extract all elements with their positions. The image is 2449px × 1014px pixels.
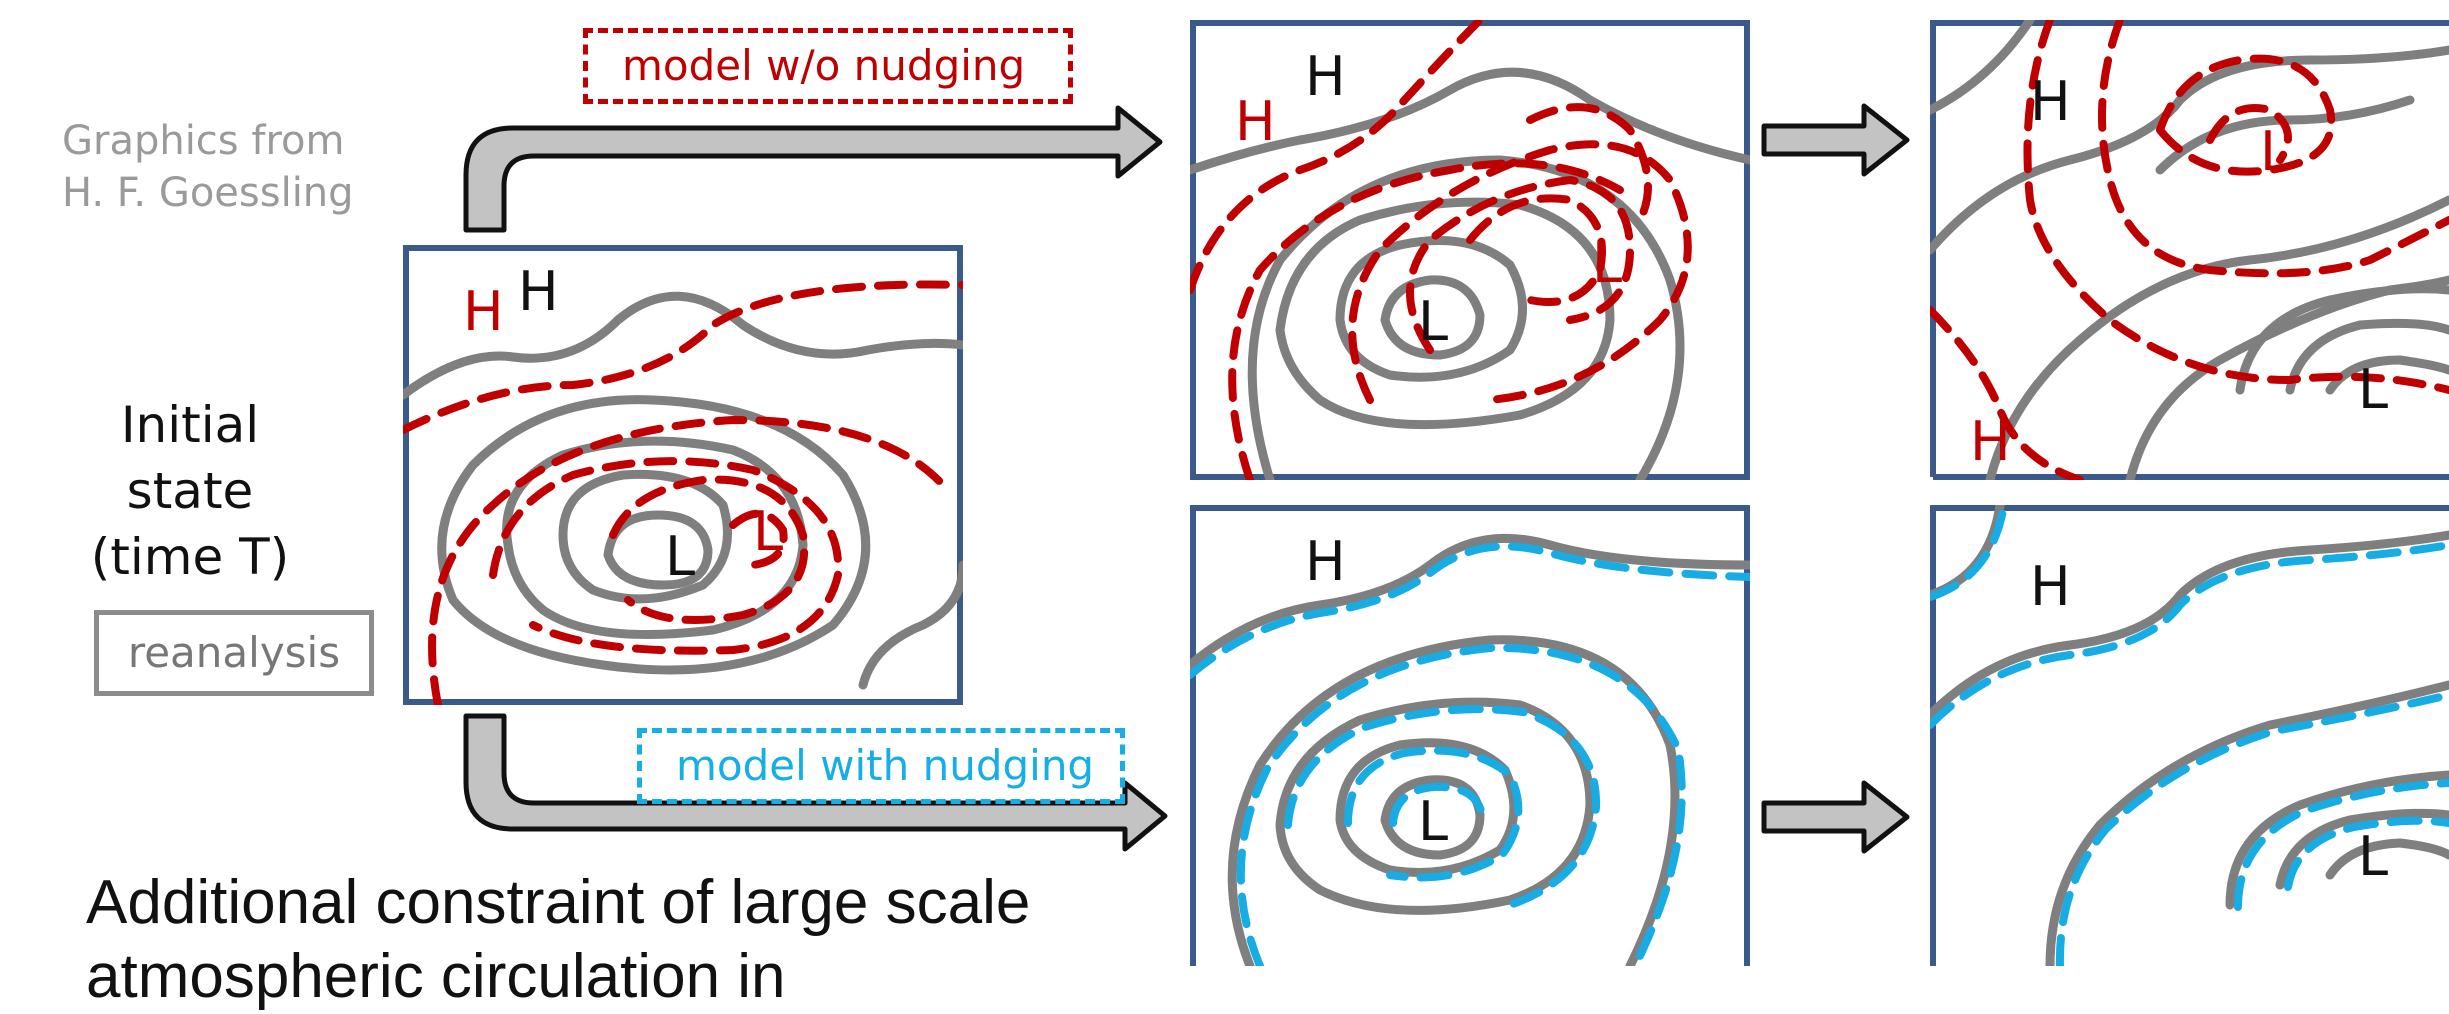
tag-model-without-nudging: model w/o nudging xyxy=(583,28,1073,104)
credit-line-1: Graphics from xyxy=(62,118,345,164)
right-arrow-icon xyxy=(1761,780,1910,854)
high-pressure-label: H xyxy=(2030,555,2071,618)
legend-reanalysis: reanalysis xyxy=(94,610,374,696)
credit-line-2: H. F. Goessling xyxy=(62,170,354,216)
tag-model-with-nudging: model with nudging xyxy=(637,728,1125,804)
low-pressure-label: L xyxy=(2358,825,2388,888)
low-pressure-label: L xyxy=(1418,790,1448,853)
low-pressure-label-model: L xyxy=(1592,232,1622,295)
initial-state-line-1: Initial state xyxy=(120,396,260,520)
panel-with-nudging-step-1: H L xyxy=(1190,505,1750,966)
image-credit: Graphics from H. F. Goessling xyxy=(62,115,362,219)
high-pressure-label-model: H xyxy=(1235,90,1276,153)
caption-line-2: atmospheric circulation in xyxy=(86,942,786,1011)
initial-state-label: Initial state (time T) xyxy=(55,392,325,590)
high-pressure-label-model: H xyxy=(463,280,504,343)
panel-with-nudging-step-2: H L xyxy=(1930,505,2449,966)
panel-without-nudging-step-1: H H L L xyxy=(1190,20,1750,480)
panel-without-nudging-step-2: H L L H xyxy=(1930,20,2449,480)
low-pressure-label-model: L xyxy=(2260,120,2290,183)
right-arrow-icon xyxy=(463,105,1163,233)
caption: Additional constraint of large scale atm… xyxy=(86,866,1206,1014)
right-arrow-icon xyxy=(463,713,1168,852)
panel-initial-state: H H L L xyxy=(403,245,963,705)
high-pressure-label: H xyxy=(1305,530,1346,593)
initial-state-line-2: (time T) xyxy=(90,528,290,586)
low-pressure-label: L xyxy=(2358,358,2388,421)
high-pressure-label-model: H xyxy=(1970,410,2011,473)
arrow-connectors xyxy=(463,103,1910,854)
high-pressure-label: H xyxy=(1305,45,1346,108)
low-pressure-label: L xyxy=(665,525,695,588)
high-pressure-label: H xyxy=(2030,70,2071,133)
right-arrow-icon xyxy=(1761,103,1910,177)
caption-line-1: Additional constraint of large scale xyxy=(86,868,1031,937)
low-pressure-label: L xyxy=(1418,290,1448,353)
high-pressure-label: H xyxy=(518,260,559,323)
low-pressure-label-model: L xyxy=(753,500,783,563)
